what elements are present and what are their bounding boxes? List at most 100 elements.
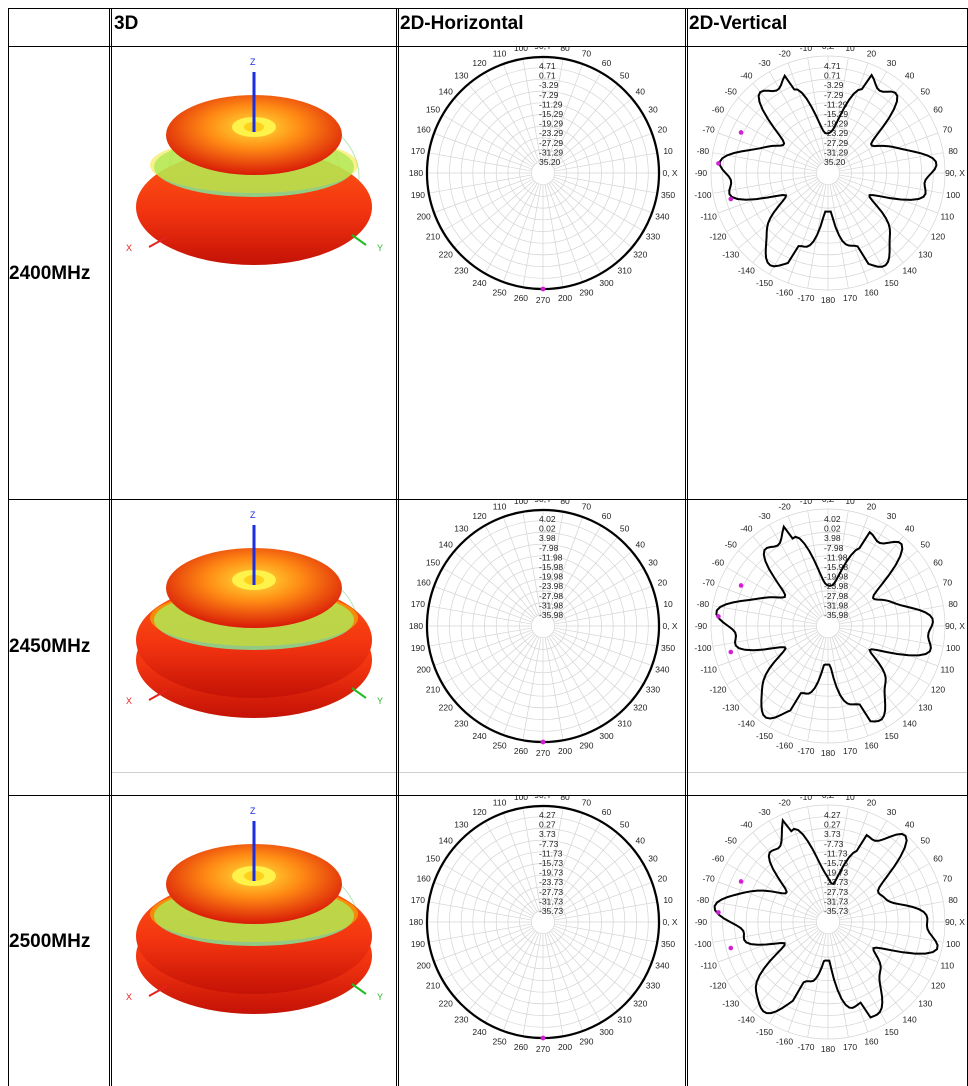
angle-label: 200 (417, 211, 431, 221)
polar-grid-spoke (787, 184, 825, 284)
ring-value-label: -27.98 (824, 591, 848, 601)
polar-grid-spoke (712, 923, 817, 943)
polar-grid-spoke (551, 846, 633, 915)
polar-grid-spoke (769, 183, 823, 275)
angle-label: 70 (582, 502, 592, 512)
angle-label: 120 (472, 807, 486, 817)
ring-value-label: -19.29 (539, 119, 563, 129)
angle-label: 20 (867, 798, 877, 808)
angle-label: 40 (905, 524, 915, 534)
angle-label: 0, X (662, 917, 677, 927)
angle-label: 30 (887, 807, 897, 817)
polar-grid-ring (530, 613, 556, 639)
pattern-marker (738, 130, 744, 135)
polar-grid-spoke (752, 83, 821, 165)
polar-grid-ring (530, 160, 556, 186)
polar-grid-spoke (544, 510, 564, 615)
angle-label: -110 (700, 960, 717, 970)
angle-label: 70 (582, 798, 592, 808)
angle-label: 160 (864, 740, 878, 750)
angle-label: -90 (695, 168, 708, 178)
ring-value-label: 4.02 (824, 514, 841, 524)
polar-grid-spoke (484, 932, 538, 1024)
polar-grid-spoke (467, 634, 536, 716)
polar-grid-spoke (833, 183, 887, 275)
angle-label: 90, X (945, 621, 965, 631)
polar-grid-ring (530, 909, 556, 935)
ring-value-label: -31.98 (539, 600, 563, 610)
angle-label: 80 (948, 895, 958, 905)
polar-grid-spoke (546, 62, 584, 162)
ring-value-label: 0.27 (824, 820, 841, 830)
polar-grid-spoke (522, 637, 542, 742)
angle-label: -40 (740, 71, 753, 81)
angle-label: 160 (417, 125, 431, 135)
polar-grid-spoke (550, 536, 619, 618)
pattern-marker (716, 910, 721, 915)
polar-grid-spoke (548, 183, 602, 275)
angle-label: 0,Z (822, 796, 834, 800)
polar-grid-spoke (453, 846, 535, 915)
ring-value-label: -3.29 (824, 80, 844, 90)
ring-value-label: -27.29 (824, 138, 848, 148)
polar-grid-spoke (546, 515, 584, 615)
angle-label: 30 (648, 105, 658, 115)
ring-value-label: 0.02 (824, 524, 841, 534)
polar-grid-spoke (787, 933, 825, 1033)
x-axis-label: X (126, 696, 132, 706)
angle-label: 200 (558, 1042, 572, 1052)
polar-grid-spoke (544, 806, 564, 911)
angle-label: 40 (905, 820, 915, 830)
angle-label: 180 (409, 621, 423, 631)
angle-label: 350 (661, 643, 675, 653)
angle-label: 60 (602, 807, 612, 817)
polar-grid-spoke (553, 567, 645, 621)
angle-label: 220 (439, 999, 453, 1009)
angle-label: 110 (941, 211, 955, 221)
vertical-pattern-curve (713, 817, 939, 1019)
angle-label: -70 (703, 578, 716, 588)
angle-label: -30 (758, 511, 771, 521)
grid-line (8, 795, 968, 796)
ring-value-label: -31.73 (539, 896, 563, 906)
angle-label: 10 (663, 146, 673, 156)
polar-grid-spoke (427, 605, 532, 625)
angle-label: 110 (941, 664, 955, 674)
y-axis (351, 983, 367, 995)
angle-label: -10 (800, 500, 813, 506)
ring-value-label: 4.02 (539, 514, 556, 524)
polar-grid-spoke (522, 57, 542, 162)
ring-value-label: 35.20 (539, 157, 561, 167)
angle-label: 50 (620, 524, 630, 534)
polar-grid-spoke (712, 901, 817, 921)
ring-value-label: -11.29 (539, 99, 563, 109)
angle-label: 90, X (945, 168, 965, 178)
polar-grid-spoke (551, 633, 633, 702)
ring-value-label: -19.73 (539, 868, 563, 878)
polar-grid-spoke (484, 636, 538, 728)
polar-grid-spoke (836, 633, 918, 702)
polar-grid-spoke (427, 152, 532, 172)
angle-label: 40 (636, 86, 646, 96)
angle-label: 130 (918, 703, 932, 713)
angle-label: -150 (756, 1027, 773, 1037)
polar-grid-spoke (467, 83, 536, 165)
angle-label: 0, X (662, 621, 677, 631)
ring-value-label: -7.98 (824, 543, 844, 553)
polar-grid-spoke (453, 550, 535, 619)
polar-grid-spoke (839, 176, 939, 214)
polar-grid-spoke (829, 933, 849, 1038)
ring-value-label: -15.98 (539, 562, 563, 572)
x-axis-label: X (126, 243, 132, 253)
ring-value-label: 4.27 (539, 810, 556, 820)
polar-grid-spoke (484, 820, 538, 912)
polar-grid-spoke (548, 636, 602, 728)
polar-grid-spoke (835, 83, 904, 165)
y-axis-label: Y (377, 696, 383, 706)
ring-value-label: -15.73 (539, 858, 563, 868)
angle-label: -170 (797, 746, 814, 756)
angle-label: 210 (426, 981, 440, 991)
polar-grid-spoke (726, 114, 818, 168)
polar-grid-spoke (441, 631, 533, 685)
polar-grid-spoke (546, 811, 584, 911)
